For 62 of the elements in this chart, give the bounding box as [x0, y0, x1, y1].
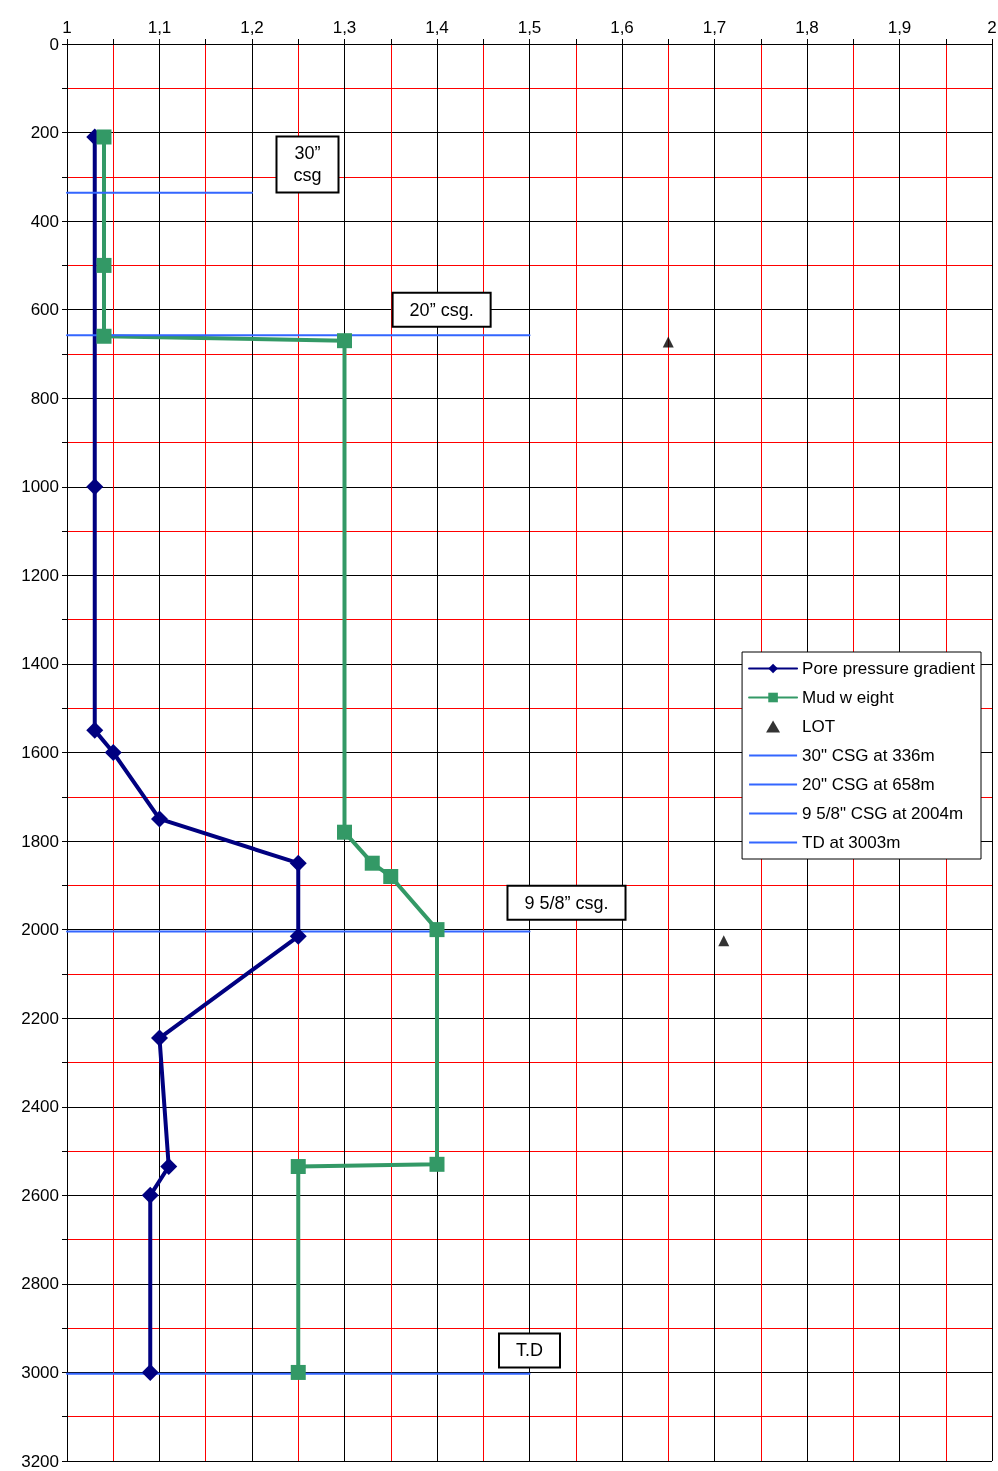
y-tick-label: 1400: [21, 654, 59, 674]
y-tick-label: 3200: [21, 1451, 59, 1471]
x-tick-label: 1,1: [147, 18, 172, 37]
point: [86, 478, 104, 496]
x-tick-label: 2: [987, 18, 997, 37]
point: [364, 855, 380, 871]
point: [141, 1363, 159, 1381]
point: [151, 810, 168, 828]
annotation: 20” csg.: [409, 299, 474, 320]
legend-label: TD at 3003m: [802, 833, 901, 852]
point: [86, 721, 104, 739]
point: [383, 868, 399, 884]
x-tick-label: 1,8: [795, 18, 819, 37]
annotation: 30” csg: [293, 143, 322, 186]
point: [289, 854, 307, 872]
point: [96, 257, 112, 273]
y-tick-label: 2200: [21, 1008, 59, 1028]
legend-label: 9 5/8" CSG at 2004m: [802, 804, 964, 823]
legend-label: LOT: [802, 717, 836, 736]
y-tick-label: 200: [30, 123, 59, 143]
point: [289, 927, 307, 945]
y-tick-label: 1600: [21, 743, 59, 762]
y-tick-label: 2000: [21, 920, 59, 940]
point: [337, 824, 352, 840]
y-tick-label: 2800: [21, 1274, 59, 1294]
point: [718, 935, 730, 947]
point: [662, 336, 674, 348]
point: [151, 1029, 168, 1047]
point: [160, 1158, 178, 1176]
point: [96, 129, 112, 145]
y-tick-label: 1200: [21, 565, 59, 585]
point: [290, 1159, 306, 1175]
annotation: 9 5/8” csg.: [524, 892, 609, 913]
y-tick-label: 400: [30, 211, 59, 231]
point: [290, 1364, 306, 1380]
y-tick-label: 600: [30, 300, 59, 320]
y-tick-label: 2400: [21, 1097, 59, 1117]
legend-label: Pore pressure gradient: [802, 659, 976, 678]
x-tick-label: 1,7: [702, 18, 727, 37]
y-tick-label: 1800: [21, 831, 59, 851]
point: [429, 922, 445, 938]
legend-label: Mud w eight: [802, 688, 894, 707]
point: [141, 1186, 159, 1204]
x-tick-label: 1,5: [517, 18, 542, 37]
y-tick-label: 3000: [21, 1362, 59, 1382]
legend-label: 20" CSG at 658m: [802, 775, 935, 794]
point: [429, 1156, 445, 1172]
x-tick-label: 1,6: [610, 18, 634, 37]
point: [96, 328, 112, 344]
legend-label: 30" CSG at 336m: [802, 746, 935, 765]
x-tick-label: 1,2: [240, 18, 264, 37]
x-tick-label: 1,3: [332, 18, 357, 37]
point: [337, 333, 352, 349]
y-tick-label: 800: [30, 388, 59, 408]
annotation: T.D: [516, 1340, 543, 1361]
y-tick-label: 0: [49, 34, 59, 54]
y-tick-label: 2600: [21, 1185, 59, 1205]
y-tick-label: 1000: [21, 477, 59, 497]
point: [104, 744, 122, 761]
x-tick-label: 1,9: [887, 18, 912, 37]
x-tick-label: 1,4: [425, 18, 449, 37]
x-tick-label: 1: [62, 18, 72, 37]
